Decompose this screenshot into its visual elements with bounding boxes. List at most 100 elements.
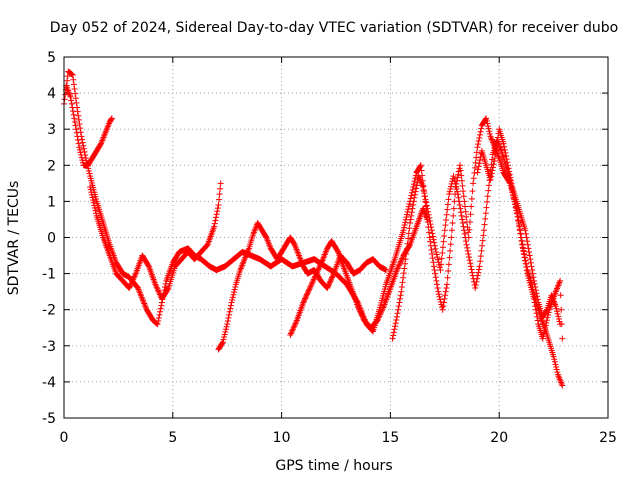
data-point (513, 207, 520, 214)
data-point (515, 220, 522, 227)
data-points (61, 68, 566, 389)
data-point (434, 254, 441, 261)
data-point (531, 280, 538, 287)
data-point (432, 245, 439, 252)
data-point (436, 293, 443, 300)
data-point (153, 284, 160, 291)
data-point (493, 146, 500, 153)
data-point (219, 339, 226, 346)
data-point (221, 331, 228, 338)
data-point (93, 210, 100, 217)
data-point (470, 180, 477, 187)
data-point (89, 194, 96, 201)
data-point (401, 222, 408, 229)
data-point (507, 174, 514, 181)
chart-title: Day 052 of 2024, Sidereal Day-to-day VTE… (50, 20, 618, 36)
data-point (459, 216, 466, 223)
data-point (424, 205, 431, 212)
data-point (220, 336, 227, 343)
data-point (407, 216, 414, 223)
data-point (474, 275, 481, 282)
data-point (437, 296, 444, 303)
data-point (309, 279, 316, 286)
data-point (454, 174, 461, 181)
data-point (154, 285, 161, 292)
data-point (308, 282, 315, 289)
data-point (127, 282, 134, 289)
data-point (214, 208, 221, 215)
data-point (527, 259, 534, 266)
data-point (128, 280, 135, 287)
data-point (97, 141, 104, 148)
y-tick-label: -5 (42, 411, 56, 427)
data-point (380, 304, 387, 311)
data-point (155, 318, 162, 325)
data-point (491, 155, 498, 162)
data-point (62, 91, 69, 98)
data-point (426, 214, 433, 221)
data-point (328, 275, 335, 282)
data-point (77, 125, 84, 132)
data-point (226, 311, 233, 318)
data-point (312, 273, 319, 280)
data-point (428, 227, 435, 234)
data-point (75, 116, 82, 123)
data-point (399, 279, 406, 286)
data-point (152, 281, 159, 288)
data-point (429, 251, 436, 258)
data-point (486, 130, 493, 137)
data-point (217, 180, 224, 187)
data-point (481, 221, 488, 228)
data-point (452, 183, 459, 190)
data-point (231, 286, 238, 293)
data-point (521, 251, 528, 258)
data-point (232, 284, 239, 291)
data-point (438, 255, 445, 262)
data-point (543, 307, 550, 314)
data-point (358, 312, 365, 319)
data-point (525, 245, 532, 252)
data-point (70, 111, 77, 118)
data-point (164, 286, 171, 293)
data-point (130, 274, 137, 281)
data-point (469, 188, 476, 195)
data-point (287, 331, 294, 338)
data-point (420, 183, 427, 190)
data-point (108, 115, 115, 122)
data-point (468, 195, 475, 202)
data-point (475, 269, 482, 276)
data-point (413, 182, 420, 189)
data-point (228, 299, 235, 306)
data-point (408, 192, 415, 199)
data-point (289, 327, 296, 334)
data-point (450, 173, 457, 180)
data-point (465, 251, 472, 258)
data-point (428, 224, 435, 231)
data-point (485, 125, 492, 132)
x-tick-label: 10 (273, 430, 291, 446)
data-point (217, 185, 224, 192)
data-point (405, 235, 412, 242)
data-point (86, 170, 93, 177)
data-point (291, 321, 298, 328)
data-point (393, 266, 400, 273)
data-point (383, 266, 390, 273)
data-point (475, 266, 482, 273)
data-point (504, 162, 511, 169)
data-point (421, 190, 428, 197)
data-point (291, 323, 298, 330)
data-point (90, 197, 97, 204)
data-point (306, 285, 313, 292)
data-point (443, 281, 450, 288)
data-point (461, 227, 468, 234)
data-point (432, 274, 439, 281)
data-point (357, 309, 364, 316)
data-point (448, 227, 455, 234)
data-point (431, 266, 438, 273)
data-point (312, 272, 319, 279)
data-point (523, 260, 530, 267)
data-point (308, 280, 315, 287)
data-point (68, 97, 75, 104)
y-tick-label: 3 (47, 122, 56, 138)
data-point (437, 298, 444, 305)
